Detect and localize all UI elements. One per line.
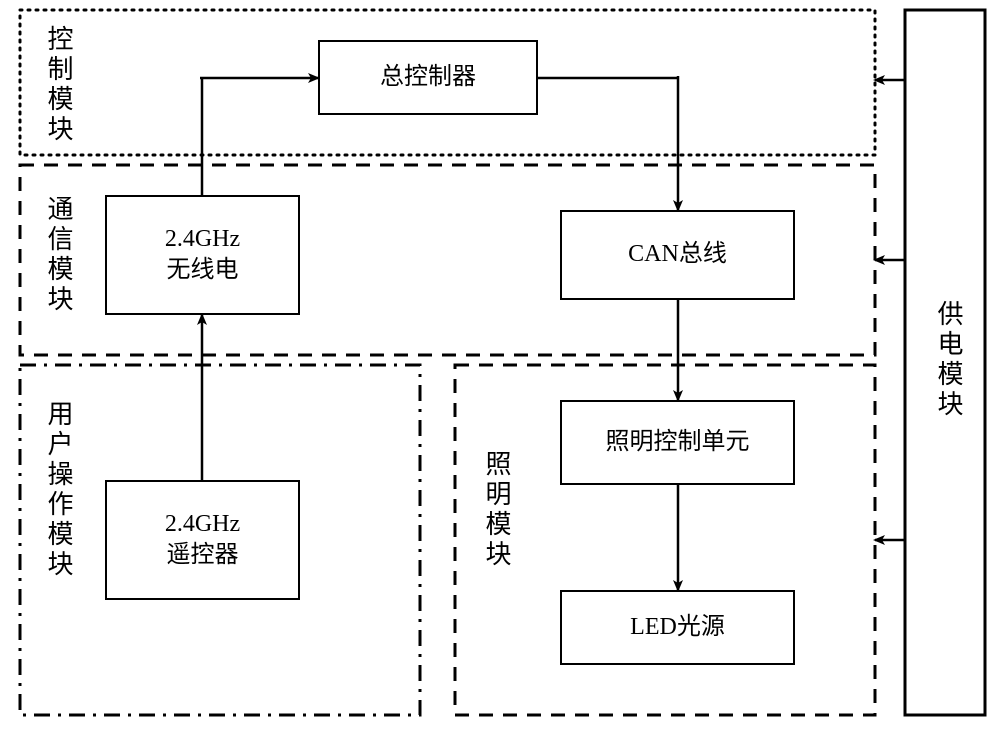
- box-can-bus: CAN总线: [560, 210, 795, 300]
- label-radio: 2.4GHz 无线电: [165, 224, 240, 286]
- label-comm-module: 通信模块: [40, 195, 77, 315]
- label-user-module: 用户操作模块: [40, 400, 77, 580]
- label-remote: 2.4GHz 遥控器: [165, 509, 240, 571]
- diagram-canvas: 总控制器 2.4GHz 无线电 CAN总线 2.4GHz 遥控器 照明控制单元 …: [0, 0, 1000, 735]
- label-lighting-module: 照明模块: [478, 450, 515, 570]
- label-can-bus: CAN总线: [628, 239, 727, 270]
- box-radio: 2.4GHz 无线电: [105, 195, 300, 315]
- box-remote: 2.4GHz 遥控器: [105, 480, 300, 600]
- label-led: LED光源: [630, 612, 725, 643]
- label-light-ctrl: 照明控制单元: [606, 427, 750, 458]
- box-led: LED光源: [560, 590, 795, 665]
- label-control-module: 控制模块: [40, 25, 77, 145]
- box-main-controller: 总控制器: [318, 40, 538, 115]
- box-light-ctrl: 照明控制单元: [560, 400, 795, 485]
- label-main-controller: 总控制器: [380, 62, 476, 93]
- label-power-module: 供电模块: [930, 300, 967, 420]
